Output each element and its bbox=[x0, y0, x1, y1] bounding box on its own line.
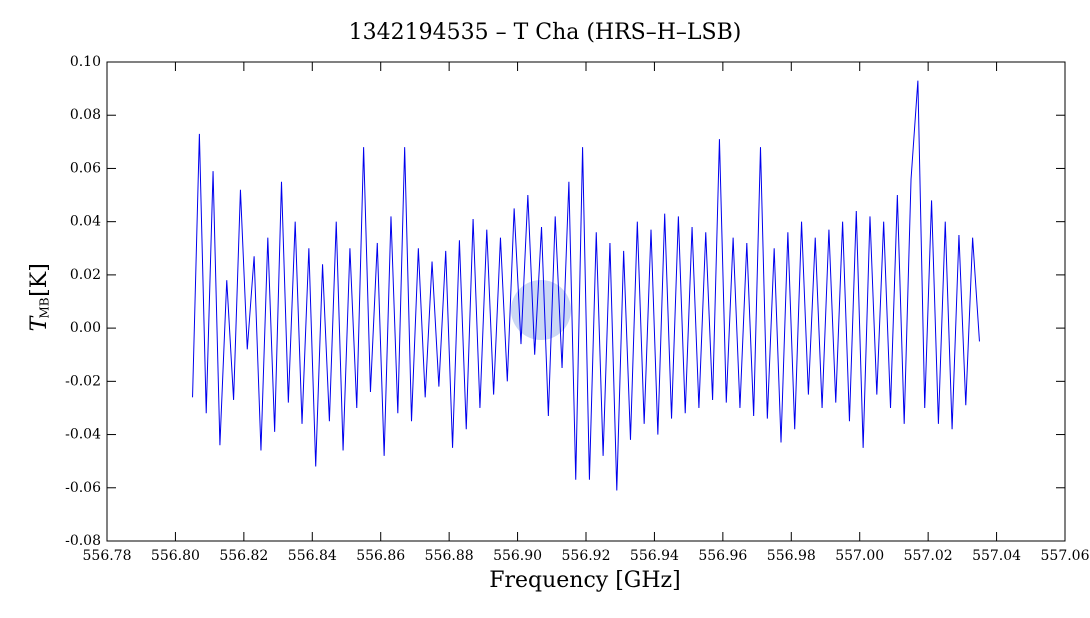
chart-title: 1342194535 – T Cha (HRS–H–LSB) bbox=[349, 20, 742, 45]
y-tick-label: 0.08 bbox=[70, 107, 101, 123]
cursor-highlight bbox=[511, 280, 571, 340]
y-tick-label: 0.10 bbox=[70, 54, 101, 70]
x-tick-label: 557.00 bbox=[835, 548, 884, 564]
y-tick-label: -0.02 bbox=[65, 373, 101, 389]
x-tick-label: 557.06 bbox=[1041, 548, 1090, 564]
y-tick-label: -0.04 bbox=[65, 427, 101, 443]
spectrum-line bbox=[192, 80, 980, 491]
x-tick-label: 556.96 bbox=[698, 548, 747, 564]
x-tick-label: 557.02 bbox=[904, 548, 953, 564]
x-tick-label: 556.86 bbox=[356, 548, 405, 564]
y-tick-label: 0.02 bbox=[70, 267, 101, 283]
x-tick-label: 556.92 bbox=[562, 548, 611, 564]
y-label-unit: [K] bbox=[27, 263, 52, 297]
x-tick-label: 556.88 bbox=[425, 548, 474, 564]
x-tick-label: 556.80 bbox=[151, 548, 200, 564]
y-label-symbol: T bbox=[27, 314, 52, 331]
y-axis-label: T MB [K] bbox=[27, 263, 52, 331]
y-tick-label: 0.04 bbox=[70, 214, 101, 230]
x-tick-label: 556.82 bbox=[219, 548, 268, 564]
y-label-subscript: MB bbox=[38, 297, 52, 318]
y-tick-label: 0.00 bbox=[70, 320, 101, 336]
x-tick-label: 557.04 bbox=[972, 548, 1021, 564]
x-tick-label: 556.78 bbox=[83, 548, 132, 564]
x-tick-label: 556.84 bbox=[288, 548, 337, 564]
x-tick-label: 556.94 bbox=[630, 548, 679, 564]
y-tick-label: 0.06 bbox=[70, 160, 101, 176]
y-tick-label: -0.06 bbox=[65, 480, 101, 496]
x-axis-label: Frequency [GHz] bbox=[489, 568, 681, 593]
y-tick-label: -0.08 bbox=[65, 533, 101, 549]
x-tick-label: 556.98 bbox=[767, 548, 816, 564]
x-tick-label: 556.90 bbox=[493, 548, 542, 564]
